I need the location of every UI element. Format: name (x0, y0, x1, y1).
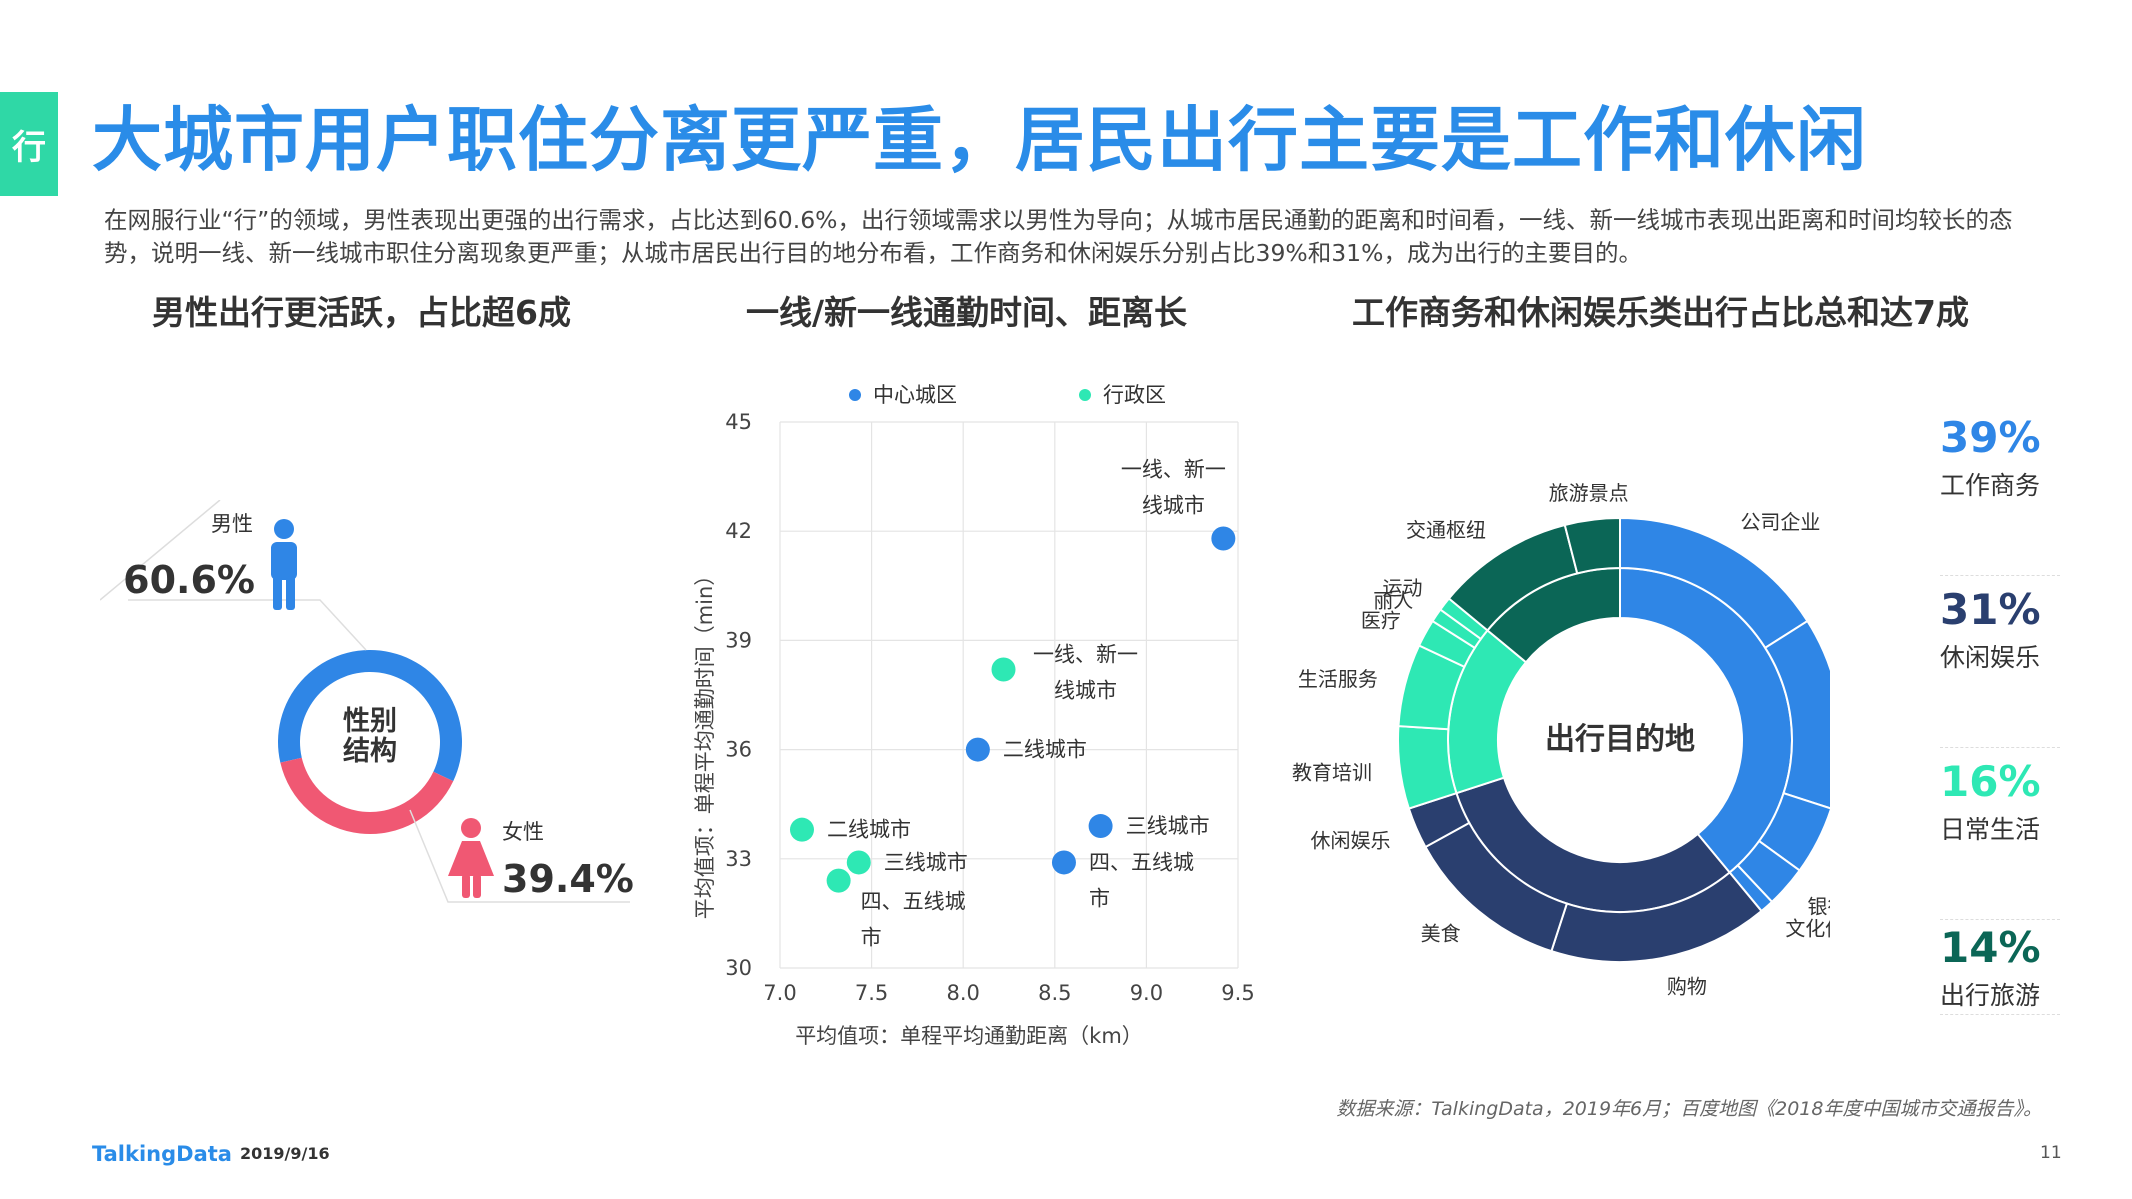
legend-marker (849, 389, 861, 401)
scatter-point-label: 市 (861, 926, 882, 950)
footer-date: 2019/9/16 (240, 1144, 330, 1163)
summary-travel-label: 出行旅游 (1940, 981, 2041, 1010)
scatter-point-label: 四、五线城 (1089, 850, 1194, 874)
scatter-point-label: 二线城市 (1003, 738, 1087, 762)
x-tick-label: 9.5 (1221, 981, 1254, 1005)
page-title: 大城市用户职住分离更严重，居民出行主要是工作和休闲 (92, 99, 1867, 181)
scatter-point (991, 657, 1016, 682)
summary-work-label: 工作商务 (1940, 471, 2041, 500)
gender-panel-title: 男性出行更活跃，占比超6成 (152, 293, 571, 332)
scatter-point (1211, 526, 1236, 551)
sunburst-segment-label: 医疗 (1361, 609, 1401, 633)
sunburst-outer-segment (1563, 516, 1621, 575)
male-label: 男性 (211, 512, 253, 536)
sunburst-outer-segment (1397, 725, 1458, 810)
summary-daily-label: 日常生活 (1940, 815, 2041, 844)
y-tick-label: 33 (725, 847, 752, 871)
scatter-point (846, 850, 871, 875)
gender-center-line2: 结构 (343, 736, 397, 767)
scatter-point-label: 一线、新一 (1033, 643, 1138, 667)
scatter-point (826, 868, 851, 893)
sunburst-outer-segment (1763, 619, 1830, 810)
male-value-label: 60.6% (123, 558, 255, 602)
scatter-point (965, 737, 990, 762)
gender-slice-1 (280, 757, 454, 834)
sunburst-segment-label: 公司企业 (1740, 510, 1820, 534)
gender-center-line1: 性别 (343, 706, 397, 737)
section-tag: 行 (0, 92, 58, 196)
sunburst-segment-label: 旅游景点 (1549, 481, 1629, 505)
y-tick-label: 45 (725, 410, 752, 434)
sunburst-segment-label: 丽人 (1373, 588, 1413, 612)
scatter-point (1088, 814, 1113, 839)
sunburst-segment-label: 购物 (1667, 975, 1707, 999)
intro-paragraph: 在网服行业“行”的领域，男性表现出更强的出行需求，占比达到60.6%，出行领域需… (104, 206, 2013, 267)
y-tick-label: 30 (725, 956, 752, 980)
scatter-y-axis-title: 平均值项：单程平均通勤时间（min） (693, 565, 717, 920)
female-icon (448, 818, 494, 898)
sunburst-segment-label: 生活服务 (1298, 667, 1378, 691)
scatter-point (1051, 850, 1076, 875)
legend-label: 中心城区 (873, 383, 957, 407)
scatter-point-label: 二线城市 (827, 818, 911, 842)
summary-travel-percent: 14% (1940, 923, 2041, 972)
x-tick-label: 7.0 (763, 981, 796, 1005)
x-tick-label: 9.0 (1130, 981, 1163, 1005)
sunburst-segment-label: 运动 (1382, 576, 1422, 600)
sunburst-segment-label: 教育培训 (1292, 760, 1372, 784)
y-tick-label: 36 (725, 738, 752, 762)
summary-leisure-label: 休闲娱乐 (1940, 643, 2041, 672)
scatter-point-label: 线城市 (1054, 679, 1117, 703)
x-tick-label: 7.5 (855, 981, 888, 1005)
female-value-label: 39.4% (502, 857, 634, 901)
x-tick-label: 8.5 (1038, 981, 1071, 1005)
summary-leisure-percent: 31% (1940, 585, 2041, 634)
scatter-point-label: 一线、新一 (1121, 457, 1226, 481)
y-tick-label: 39 (725, 628, 752, 652)
scatter-point-label: 三线城市 (1126, 814, 1210, 838)
summary-work-percent: 39% (1940, 413, 2041, 462)
destination-summary: 39% 工作商务 31% 休闲娱乐 16% 日常生活 14% 出行旅游 (1940, 410, 2060, 1015)
y-tick-label: 42 (725, 519, 752, 543)
male-icon (271, 519, 297, 610)
female-label: 女性 (502, 820, 544, 844)
sunburst-segment-label: 交通枢纽 (1406, 518, 1486, 542)
sunburst-segment-label: 银行等金融相关坐标 (1808, 894, 1830, 918)
female-leader (409, 809, 630, 903)
commute-scatter-chart: 7.0 7.5 8.0 8.5 9.0 9.5 30 33 36 39 42 45 中心城区 行政区 一… (693, 383, 1255, 1048)
legend-label: 行政区 (1103, 383, 1166, 407)
male-leader-line (100, 500, 221, 601)
summary-item-daily: 16% 日常生活 (1940, 748, 2060, 920)
commute-panel-title: 一线/新一线通勤时间、距离长 (746, 293, 1188, 332)
talkingdata-logo: TalkingData (92, 1142, 232, 1166)
sunburst-segment-label: 文化传媒 (1785, 917, 1830, 941)
legend-marker (1079, 389, 1091, 401)
scatter-point-label: 线城市 (1142, 493, 1205, 517)
gender-slice-0 (278, 650, 462, 782)
male-leader (128, 599, 367, 651)
sunburst-center-label: 出行目的地 (1545, 722, 1695, 757)
summary-item-travel: 14% 出行旅游 (1940, 920, 2060, 1015)
scatter-x-axis-title: 平均值项：单程平均通勤距离（km） (795, 1024, 1143, 1048)
scatter-point-label: 四、五线城 (861, 890, 966, 914)
summary-item-work: 39% 工作商务 (1940, 410, 2060, 576)
page-number: 11 (2040, 1143, 2062, 1163)
destination-sunburst-chart: 公司企业写字楼酒店银行等金融相关坐标文化传媒购物美食休闲娱乐教育培训生活服务医疗… (1292, 481, 1830, 999)
sunburst-segment-label: 美食 (1421, 922, 1461, 946)
destination-panel-title: 工作商务和休闲娱乐类出行占比总和达7成 (1352, 293, 1969, 332)
gender-donut-chart: 性别 结构 男性 60.6% 女性 39.4% (100, 500, 634, 903)
summary-daily-percent: 16% (1940, 757, 2041, 806)
scatter-point-label: 三线城市 (884, 850, 968, 874)
scatter-point (789, 817, 814, 842)
summary-item-leisure: 31% 休闲娱乐 (1940, 576, 2060, 748)
x-tick-label: 8.0 (946, 981, 979, 1005)
scatter-point-label: 市 (1089, 886, 1110, 910)
data-source: 数据来源：TalkingData，2019年6月；百度地图《2018年度中国城市… (1336, 1098, 2042, 1120)
sunburst-segment-label: 休闲娱乐 (1311, 828, 1391, 852)
